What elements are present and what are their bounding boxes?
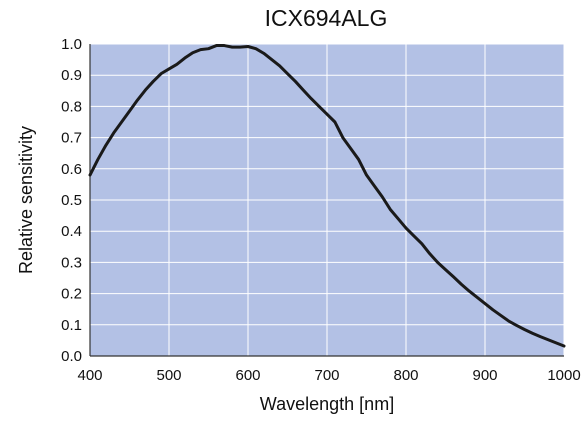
y-tick-label: 0.4 xyxy=(61,223,82,240)
y-tick-label: 0.6 xyxy=(61,161,82,178)
y-tick-label: 0.0 xyxy=(61,348,82,365)
chart-title: ICX694ALG xyxy=(265,5,388,31)
y-axis-label: Relative sensitivity xyxy=(16,126,36,274)
x-axis-label: Wavelength [nm] xyxy=(260,394,394,414)
tick-labels: 400 500 600 700 800 900 1000 0.0 0.1 0.2 0.3 0.4 0.5… xyxy=(61,36,581,384)
series-group xyxy=(88,44,566,348)
y-tick-label: 1.0 xyxy=(61,36,82,53)
x-tick-label: 800 xyxy=(393,367,418,384)
x-tick-label: 1000 xyxy=(547,367,580,384)
axes xyxy=(89,44,564,357)
series-line xyxy=(88,44,566,348)
x-tick-label: 700 xyxy=(314,367,339,384)
y-tick-label: 0.9 xyxy=(61,67,82,84)
y-tick-label: 0.8 xyxy=(61,98,82,115)
y-tick-label: 0.1 xyxy=(61,317,82,334)
y-tick-label: 0.7 xyxy=(61,130,82,147)
y-tick-label: 0.2 xyxy=(61,286,82,303)
x-tick-label: 900 xyxy=(472,367,497,384)
x-tick-label: 500 xyxy=(156,367,181,384)
y-tick-label: 0.3 xyxy=(61,254,82,271)
x-tick-label: 600 xyxy=(235,367,260,384)
y-tick-label: 0.5 xyxy=(61,192,82,209)
x-tick-label: 400 xyxy=(77,367,102,384)
